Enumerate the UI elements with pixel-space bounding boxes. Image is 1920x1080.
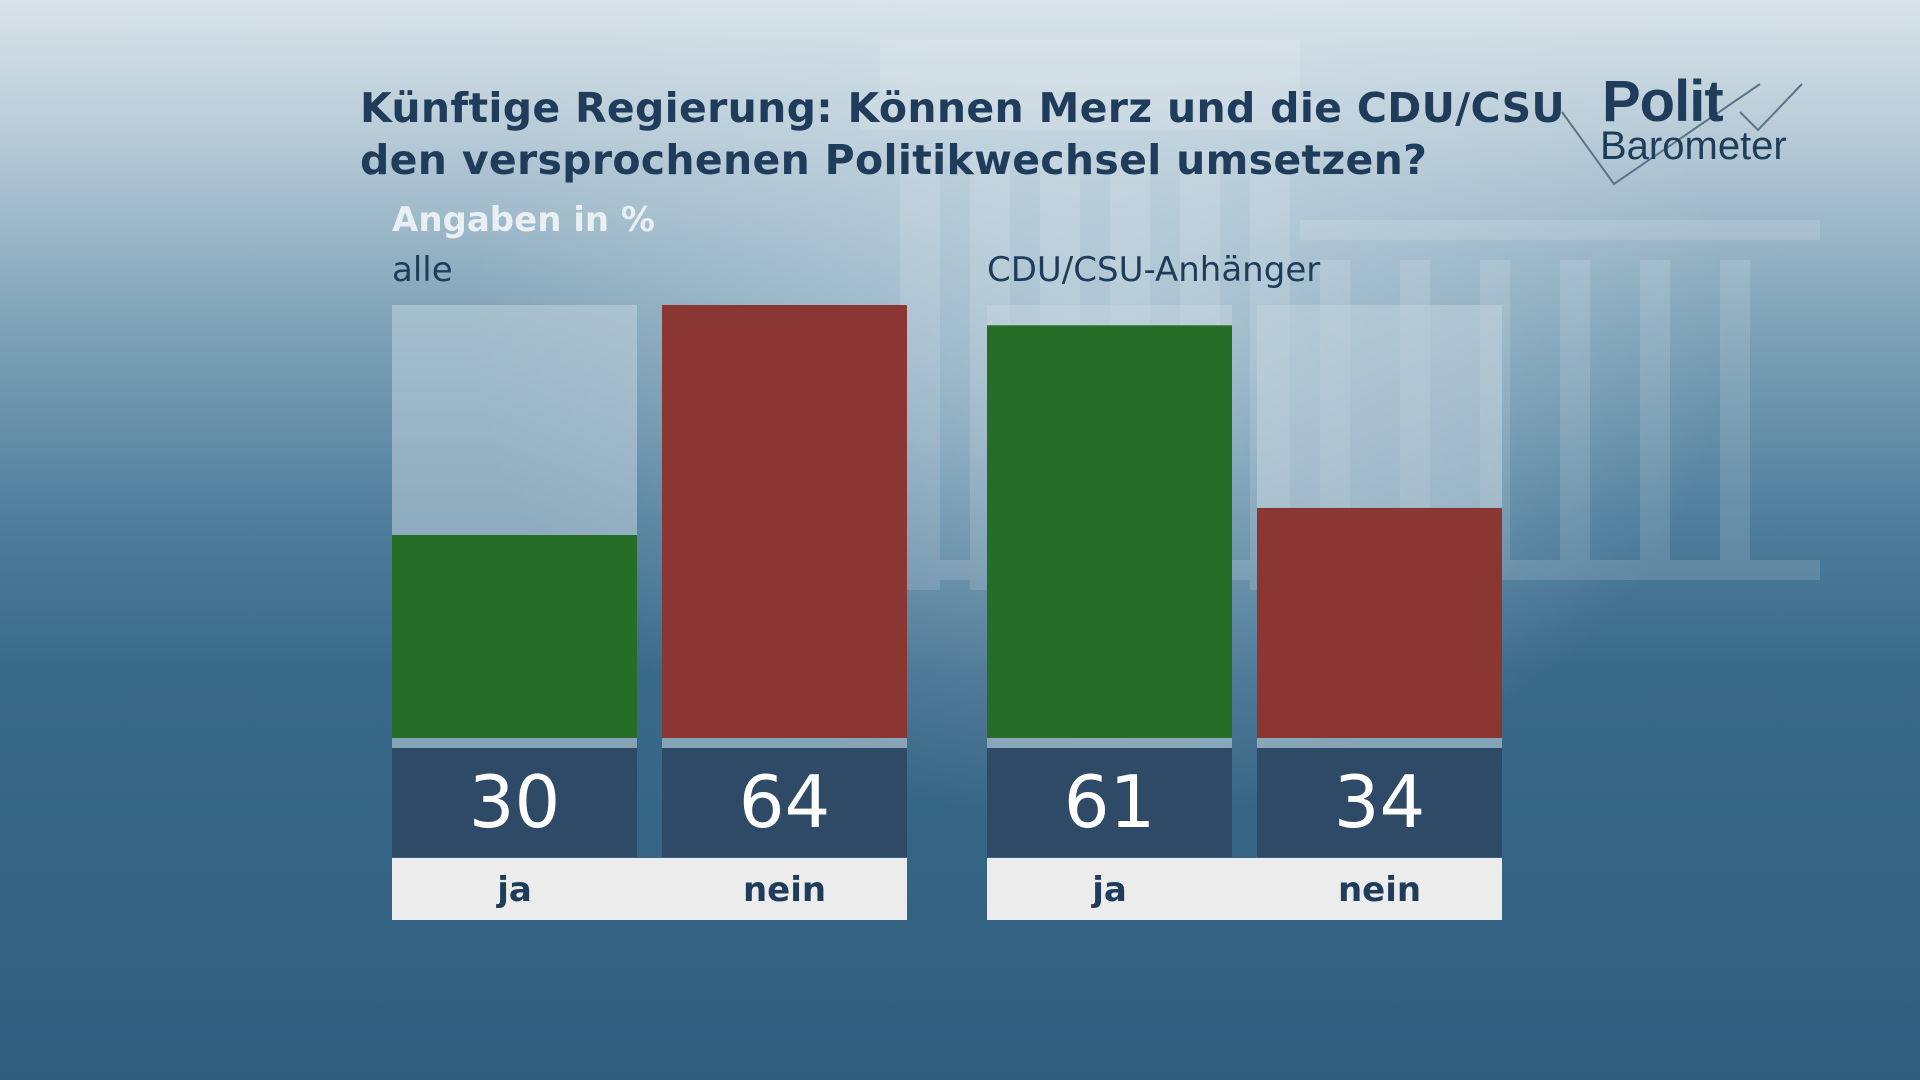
politbarometer-logo: Polit Barometer xyxy=(1560,68,1810,188)
chart-title: Künftige Regierung: Können Merz und die … xyxy=(360,82,1565,186)
value-box-0-nein xyxy=(662,748,907,857)
category-label-1-nein: nein xyxy=(1337,870,1422,910)
value-box-1-nein xyxy=(1257,748,1502,857)
data-label-1-nein: 34 xyxy=(1333,760,1426,844)
group-label-alle: alle xyxy=(392,250,453,290)
bar-0-nein xyxy=(662,305,907,738)
category-label-1-ja: ja xyxy=(1092,870,1127,910)
bar-1-ja xyxy=(987,325,1232,738)
bar-1-nein xyxy=(1257,507,1502,738)
group-label-cdu-csu-anhaenger: CDU/CSU-Anhänger xyxy=(987,250,1321,290)
data-label-0-nein: 64 xyxy=(738,760,831,844)
category-box-1-ja xyxy=(987,858,1257,920)
data-label-1-ja: 61 xyxy=(1063,760,1156,844)
chart-title-line-2: den versprochenen Politikwechsel umsetze… xyxy=(360,136,1428,184)
value-box-1-ja xyxy=(987,748,1232,857)
unit-subtitle: Angaben in % xyxy=(392,200,656,240)
category-box-1-nein xyxy=(1232,858,1502,920)
category-box-0-nein xyxy=(637,858,907,920)
checkmark-icon xyxy=(1561,83,1803,186)
category-label-0-ja: ja xyxy=(497,870,532,910)
chart-title-line-1: Künftige Regierung: Können Merz und die … xyxy=(360,84,1566,132)
category-label-0-nein: nein xyxy=(742,870,827,910)
logo-text-barometer: Barometer xyxy=(1600,124,1787,168)
category-box-0-ja xyxy=(392,858,662,920)
data-label-0-ja: 30 xyxy=(468,760,561,844)
logo-text-polit: Polit xyxy=(1602,69,1724,134)
value-box-0-ja xyxy=(392,748,637,857)
bar-0-ja xyxy=(392,535,637,738)
